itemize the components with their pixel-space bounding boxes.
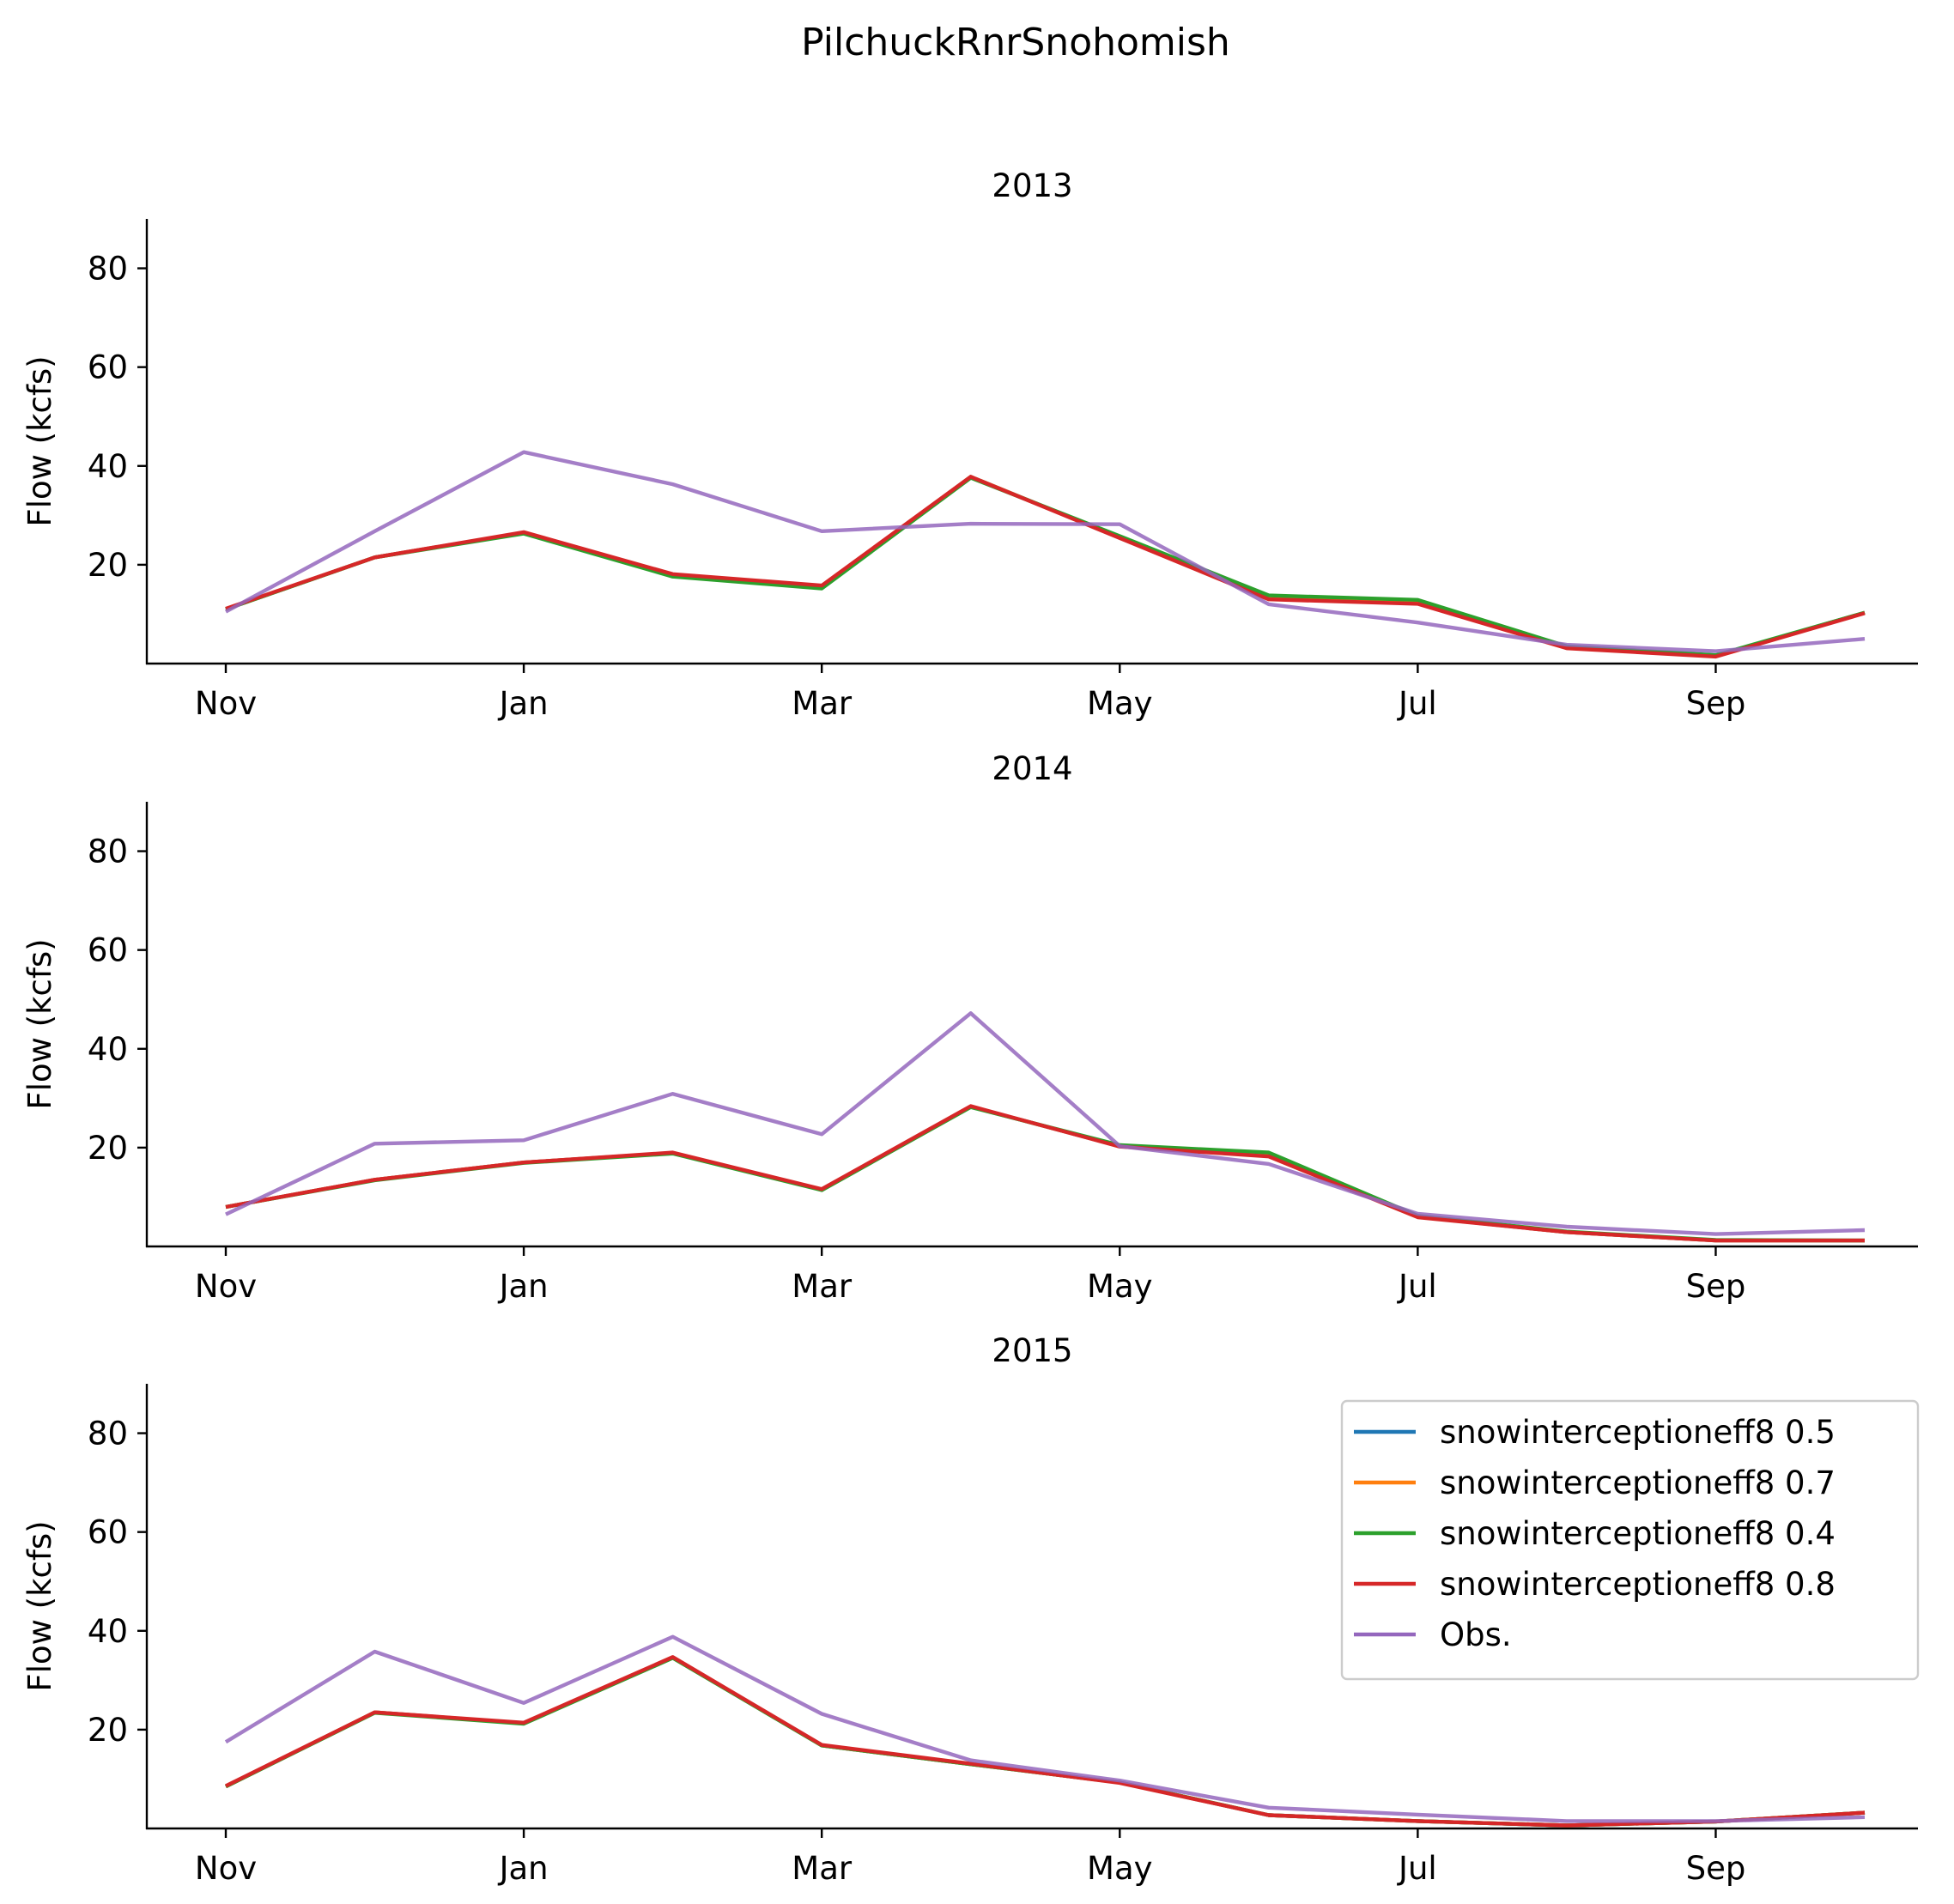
x-tick-label: Jul [1397,1268,1437,1305]
x-tick-label: Nov [195,1850,257,1887]
x-tick-label: Sep [1686,685,1746,722]
series-line-obs [224,450,1866,653]
y-tick-label: 40 [88,1613,128,1650]
legend: snowinterceptioneff8 0.5 snowinterception… [1340,1399,1920,1681]
y-tick-label: 20 [88,547,128,584]
y-tick-label: 60 [88,349,128,386]
subplot-title: 2015 [992,1332,1072,1369]
series-line-obs [225,1011,1866,1236]
x-tick-label: Jan [498,685,549,722]
y-tick-label: 60 [88,932,128,969]
legend-label: snowinterceptioneff8 0.4 [1440,1515,1836,1552]
subplot-2013: 2013 20 40 60 80 Nov Jan Mar May Jul Sep Flow (kcfs… [21,167,1918,722]
subplot-title: 2014 [992,750,1072,787]
x-tick-label: Mar [792,685,853,722]
x-tick-label: May [1087,1268,1153,1305]
y-tick-label: 80 [88,1416,128,1452]
x-tick-label: Sep [1686,1850,1746,1887]
legend-label: Obs. [1440,1616,1512,1653]
x-tick-label: Jul [1397,1850,1437,1887]
series-line-snowinterceptioneff8-0-5 [225,475,1866,658]
x-tick-label: Jan [498,1268,549,1305]
x-tick-label: Nov [195,1268,257,1305]
y-tick-label: 40 [88,1031,128,1068]
y-tick-label: 60 [88,1514,128,1551]
subplot-title: 2013 [992,167,1072,204]
x-tick-label: Jul [1397,685,1437,722]
series-line-obs [224,1634,1866,1823]
x-tick-label: May [1087,685,1153,722]
x-tick-label: Nov [195,685,257,722]
y-tick-label: 40 [88,448,128,485]
x-tick-label: May [1087,1850,1153,1887]
series-line-snowinterceptioneff8-0-8 [225,475,1866,659]
legend-label: snowinterceptioneff8 0.7 [1440,1464,1836,1501]
series-line-snowinterceptioneff8-0-4 [225,476,1866,658]
y-axis-label: Flow (kcfs) [21,1520,58,1691]
legend-label: snowinterceptioneff8 0.8 [1440,1566,1836,1603]
series-line-snowinterceptioneff8-0-5 [225,1655,1866,1828]
series-line-snowinterceptioneff8-0-8 [225,1655,1866,1828]
series-line-snowinterceptioneff8-0-8 [225,1104,1865,1243]
y-tick-label: 20 [88,1712,128,1749]
x-tick-label: Sep [1686,1268,1746,1305]
subplots: 2013 20 40 60 80 Nov Jan Mar May Jul Sep Flow (kcfs… [21,167,1920,1887]
x-tick-label: Mar [792,1850,853,1887]
y-axis-label: Flow (kcfs) [21,355,58,526]
subplot-2014: 2014 20 40 60 80 Nov Jan Mar May Jul Sep Flow (kcfs… [21,750,1918,1305]
x-tick-label: Mar [792,1268,853,1305]
x-tick-label: Jan [498,1850,549,1887]
figure-title: PilchuckRnrSnohomish [801,21,1230,64]
y-axis-label: Flow (kcfs) [21,938,58,1109]
y-tick-label: 20 [88,1130,128,1167]
series-line-snowinterceptioneff8-0-7 [225,475,1866,658]
y-tick-label: 80 [88,251,128,288]
legend-label: snowinterceptioneff8 0.5 [1440,1414,1836,1451]
subplot-2015: 2015 20 40 60 80 Nov Jan Mar May Jul Sep Flow (kcfs… [21,1332,1920,1887]
legend-frame [1340,1399,1920,1681]
y-tick-label: 80 [88,834,128,870]
series-line-snowinterceptioneff8-0-7 [225,1655,1866,1828]
